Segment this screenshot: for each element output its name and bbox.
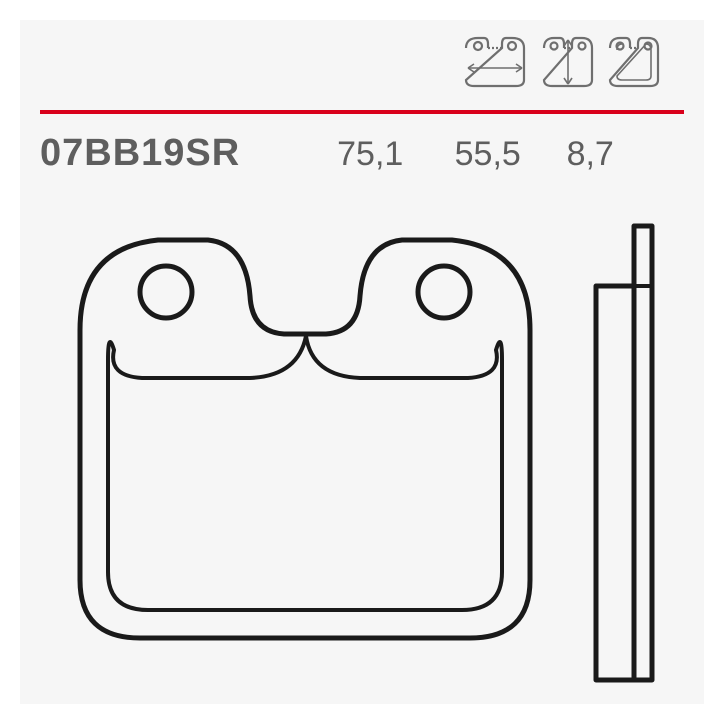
spec-row: 07BB19SR 75,1 55,5 8,7 bbox=[40, 132, 635, 175]
page-container: 07BB19SR 75,1 55,5 8,7 bbox=[20, 20, 704, 704]
dimension-icons bbox=[458, 32, 664, 92]
side-view bbox=[596, 226, 652, 680]
dim-width: 75,1 bbox=[310, 135, 430, 174]
front-view bbox=[80, 240, 530, 638]
separator-line bbox=[40, 110, 684, 114]
thickness-icon bbox=[604, 32, 664, 92]
height-icon bbox=[538, 32, 598, 92]
dim-thickness: 8,7 bbox=[545, 135, 635, 174]
width-icon bbox=[458, 32, 532, 92]
part-number: 07BB19SR bbox=[40, 132, 240, 175]
brake-pad-diagram bbox=[50, 200, 690, 705]
dim-height: 55,5 bbox=[430, 135, 545, 174]
